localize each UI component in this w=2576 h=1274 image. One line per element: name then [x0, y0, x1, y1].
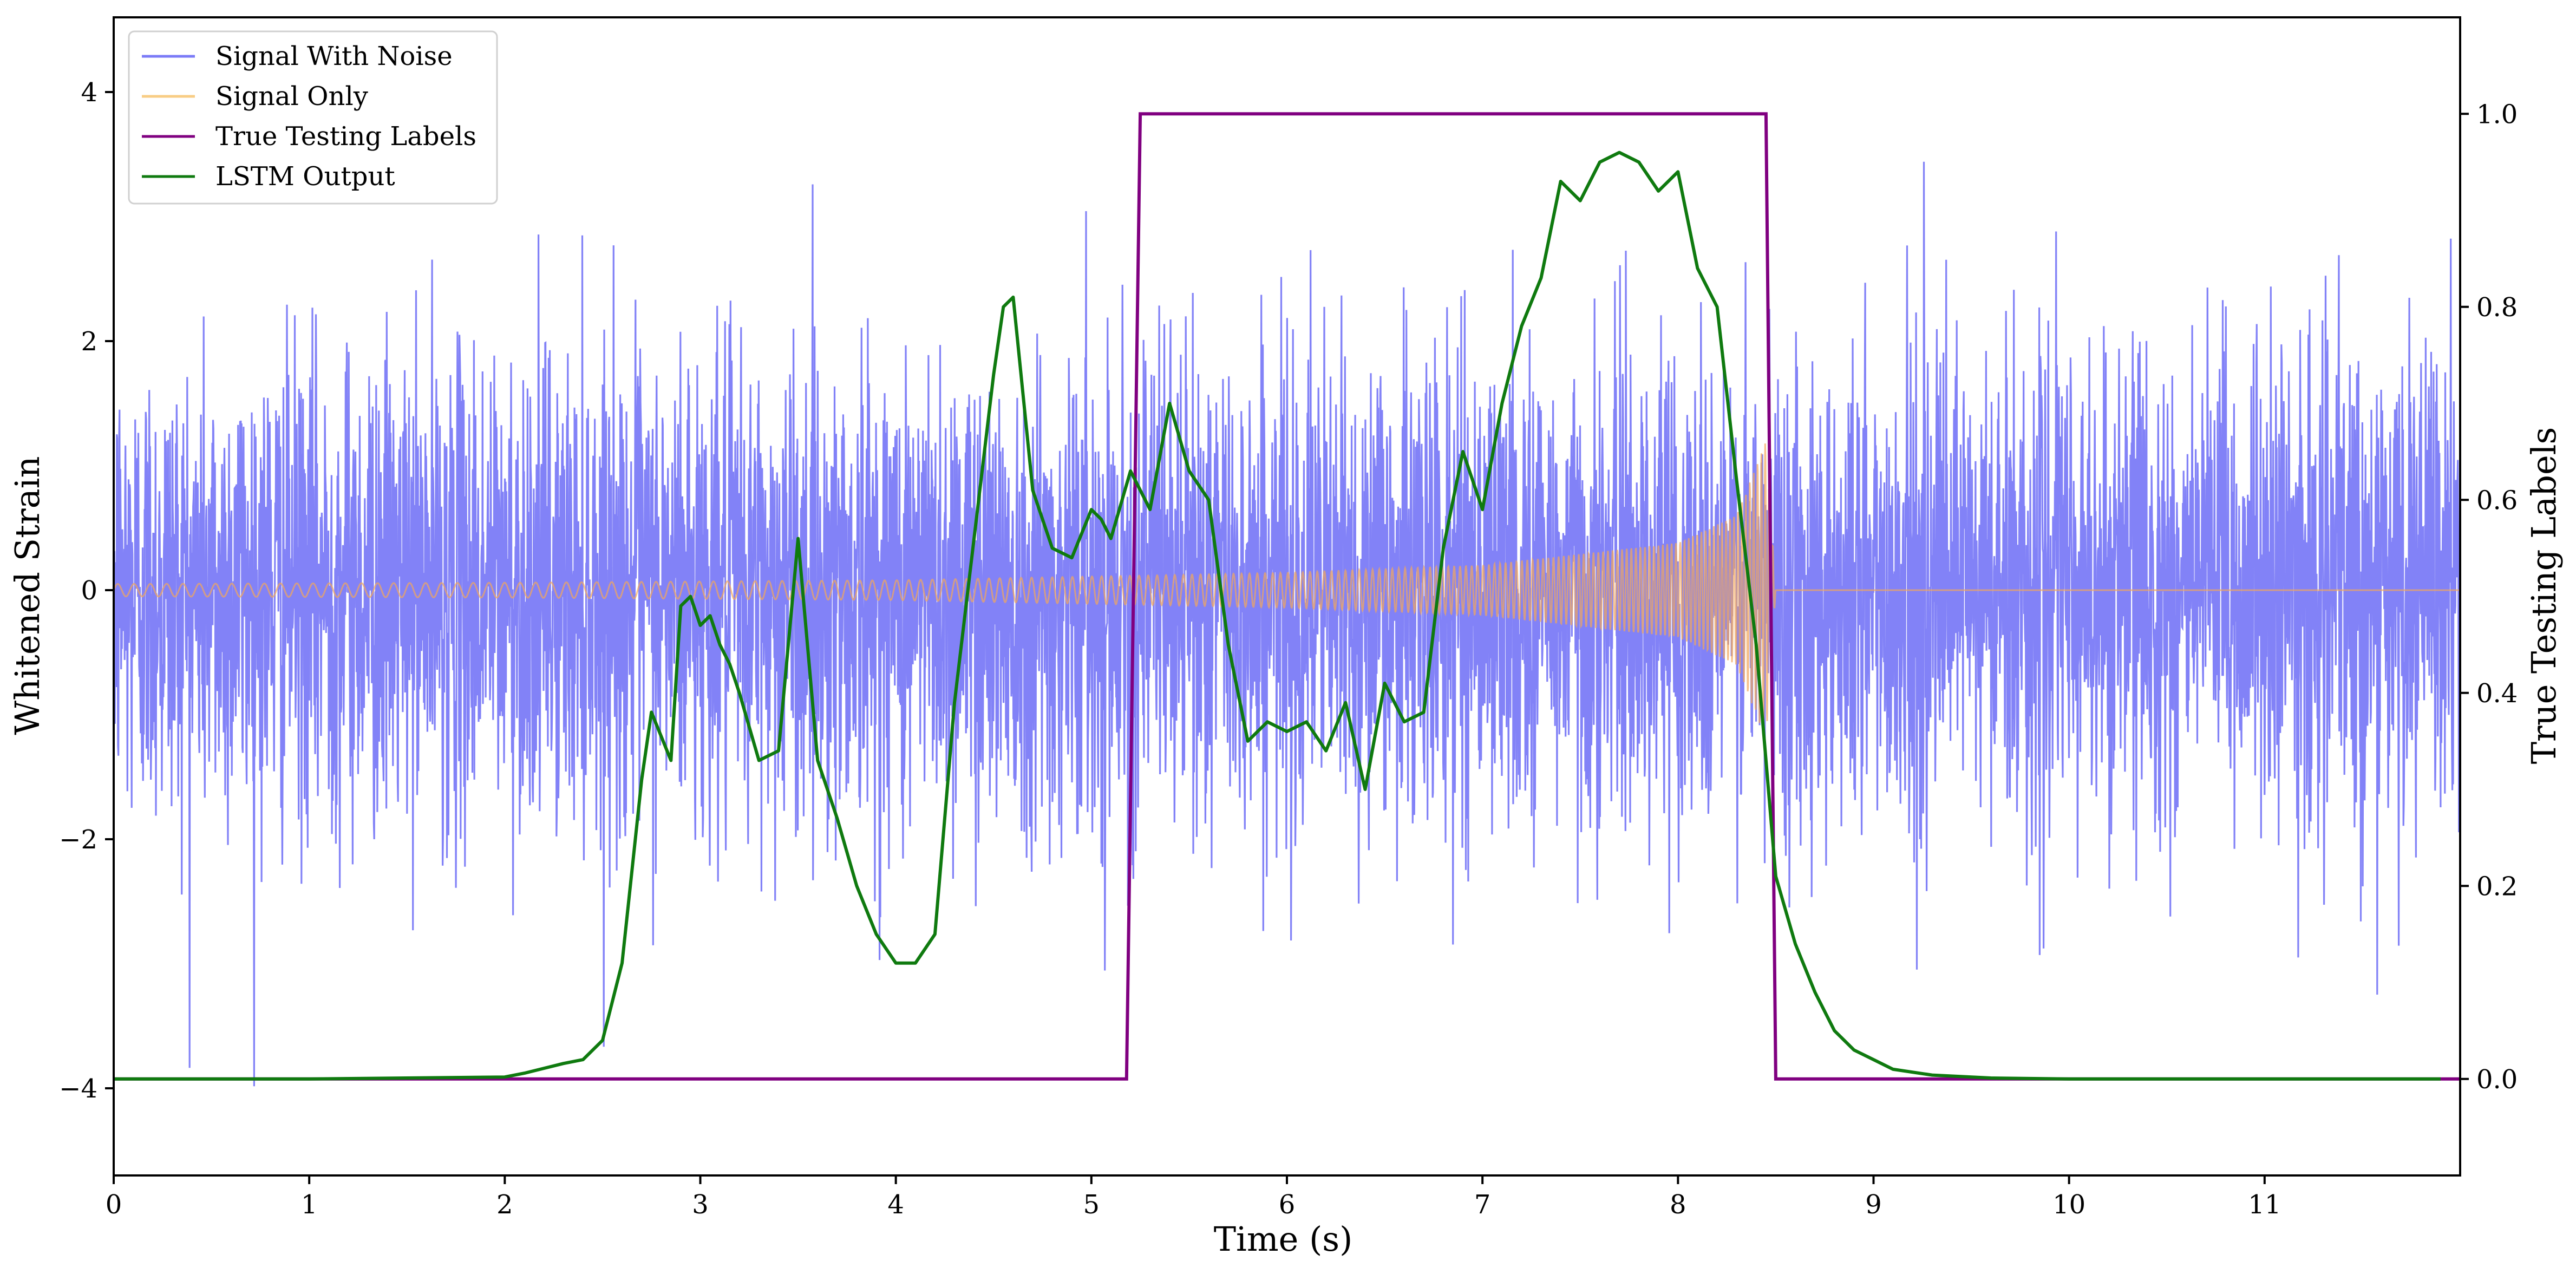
x-tick-label: 3	[692, 1190, 709, 1220]
legend-label-true-testing-labels: True Testing Labels	[215, 121, 476, 152]
y-tick-label: 2	[81, 326, 97, 357]
x-tick-label: 1	[301, 1190, 318, 1220]
lstm-output-layer	[114, 151, 2441, 1081]
legend-label-signal-only: Signal Only	[215, 81, 368, 112]
y-tick-label: 0	[81, 576, 97, 606]
y2-tick-label: 1.0	[2476, 99, 2518, 129]
lstm-output-line	[114, 151, 2441, 1081]
x-tick-label: 0	[106, 1190, 122, 1220]
y2-axis-label: True Testing Labels	[2524, 427, 2564, 765]
y2-tick-label: 0.8	[2476, 292, 2518, 323]
y-axis-label: Whitened Strain	[8, 456, 47, 735]
y2-tick-label: 0.4	[2476, 678, 2518, 709]
x-tick-label: 8	[1670, 1190, 1686, 1220]
y2-tick-label: 0.6	[2476, 485, 2518, 515]
ticks-layer: 0 1 2 3 4 5 6 7 8 9 10 11 4 2 0 −2 −4 1.0 0.8 0.6 0.4 0.2 0.0	[59, 77, 2518, 1220]
y2-tick-label: 0.0	[2476, 1064, 2518, 1095]
x-tick-label: 6	[1279, 1190, 1296, 1220]
legend: Signal With Noise Signal Only True Testi…	[128, 30, 498, 205]
legend-label-signal-with-noise: Signal With Noise	[215, 41, 453, 71]
signal-only-line	[113, 443, 2460, 729]
legend-box	[128, 30, 498, 205]
signal-only-layer	[113, 443, 2460, 729]
x-tick-label: 2	[496, 1190, 513, 1220]
x-axis-label: Time (s)	[1214, 1219, 1353, 1259]
legend-label-lstm-output: LSTM Output	[215, 161, 395, 192]
x-tick-label: 10	[2052, 1190, 2085, 1220]
x-tick-label: 5	[1083, 1190, 1100, 1220]
y2-tick-label: 0.2	[2476, 871, 2518, 901]
signal-with-noise-line	[113, 161, 2461, 1087]
x-tick-label: 4	[887, 1190, 904, 1220]
y-tick-label: −4	[59, 1074, 97, 1104]
x-tick-label: 7	[1474, 1190, 1491, 1220]
x-tick-label: 11	[2248, 1190, 2281, 1220]
x-tick-label: 9	[1865, 1190, 1882, 1220]
true-testing-labels-layer	[114, 112, 2460, 1081]
y-tick-label: −2	[59, 825, 97, 855]
signal-with-noise-layer	[113, 161, 2461, 1087]
true-testing-labels-line	[114, 112, 2460, 1081]
y-tick-label: 4	[81, 77, 97, 108]
